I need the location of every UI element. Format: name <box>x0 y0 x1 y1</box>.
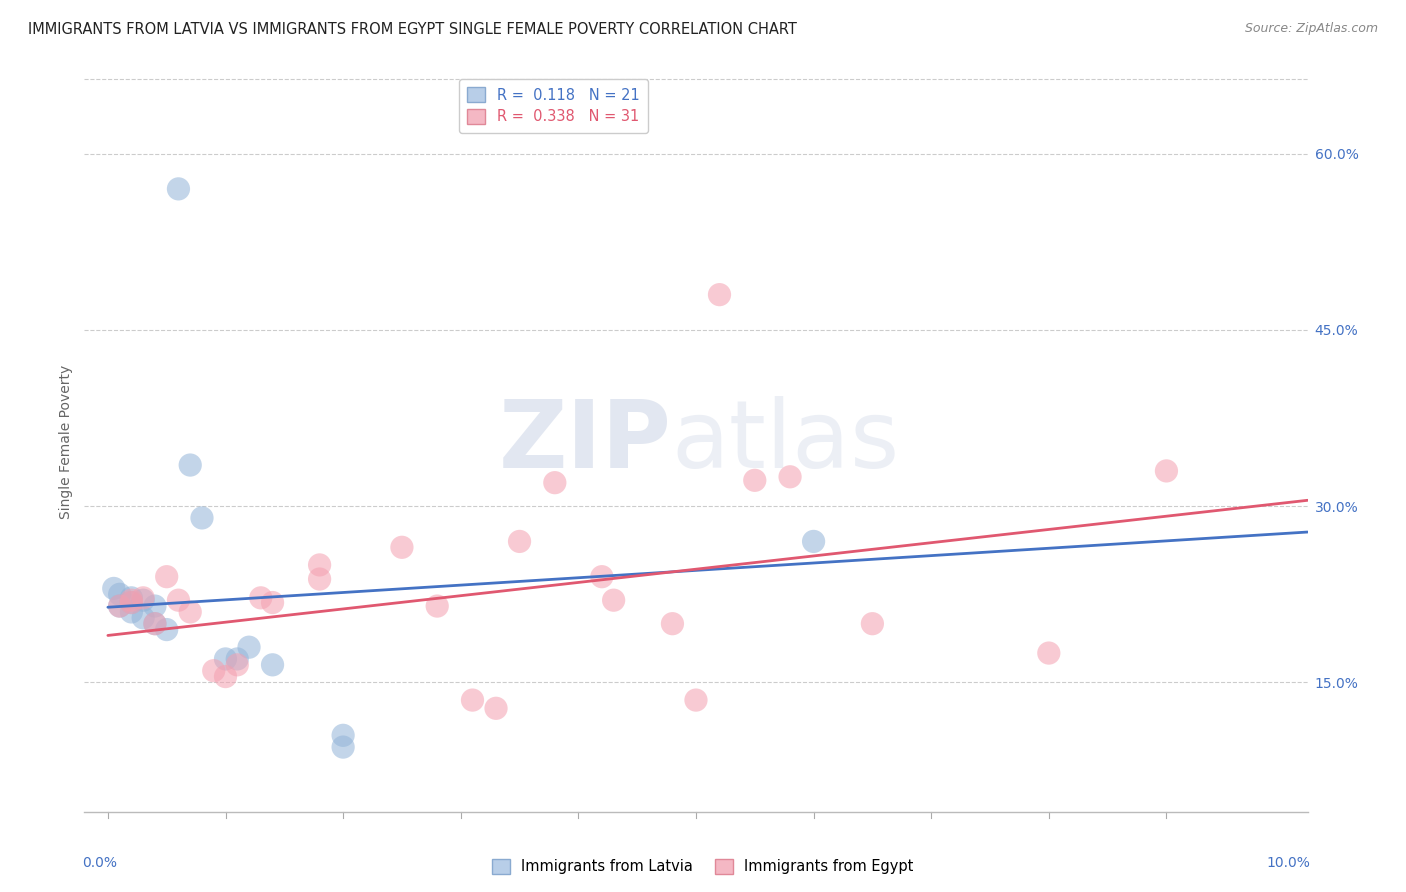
Point <box>120 591 142 605</box>
Point <box>779 470 801 484</box>
Point <box>308 558 330 572</box>
Point <box>167 182 190 196</box>
Point <box>509 534 531 549</box>
Point <box>685 693 707 707</box>
Text: 10.0%: 10.0% <box>1267 856 1310 870</box>
Point <box>132 593 155 607</box>
Point <box>238 640 260 655</box>
Point <box>143 599 166 613</box>
Point <box>249 591 271 605</box>
Point <box>179 605 201 619</box>
Point <box>179 458 201 472</box>
Point <box>120 593 142 607</box>
Point <box>262 657 284 672</box>
Point <box>1038 646 1060 660</box>
Point <box>120 595 142 609</box>
Point <box>602 593 624 607</box>
Text: atlas: atlas <box>672 395 900 488</box>
Point <box>156 570 179 584</box>
Text: IMMIGRANTS FROM LATVIA VS IMMIGRANTS FROM EGYPT SINGLE FEMALE POVERTY CORRELATIO: IMMIGRANTS FROM LATVIA VS IMMIGRANTS FRO… <box>28 22 797 37</box>
Point <box>132 611 155 625</box>
Point <box>1156 464 1178 478</box>
Point <box>191 511 214 525</box>
Point <box>143 616 166 631</box>
Point <box>156 623 179 637</box>
Point <box>202 664 225 678</box>
Point <box>661 616 683 631</box>
Point <box>120 595 142 609</box>
Legend: Immigrants from Latvia, Immigrants from Egypt: Immigrants from Latvia, Immigrants from … <box>486 853 920 880</box>
Point <box>214 669 236 683</box>
Point <box>860 616 883 631</box>
Point <box>803 534 825 549</box>
Text: Source: ZipAtlas.com: Source: ZipAtlas.com <box>1244 22 1378 36</box>
Point <box>103 582 125 596</box>
Point <box>108 599 131 613</box>
Point <box>591 570 613 584</box>
Point <box>461 693 484 707</box>
Point <box>332 728 354 742</box>
Point <box>167 593 190 607</box>
Point <box>744 473 766 487</box>
Point <box>485 701 508 715</box>
Point <box>143 616 166 631</box>
Point <box>120 605 142 619</box>
Point <box>544 475 567 490</box>
Point <box>391 541 413 555</box>
Text: 0.0%: 0.0% <box>82 856 117 870</box>
Point <box>332 740 354 755</box>
Point <box>308 572 330 586</box>
Y-axis label: Single Female Poverty: Single Female Poverty <box>59 365 73 518</box>
Point <box>214 652 236 666</box>
Point <box>426 599 449 613</box>
Point <box>108 587 131 601</box>
Point <box>262 595 284 609</box>
Point <box>709 287 731 301</box>
Point <box>132 591 155 605</box>
Legend: R =  0.118   N = 21, R =  0.338   N = 31: R = 0.118 N = 21, R = 0.338 N = 31 <box>458 78 648 133</box>
Point <box>226 652 249 666</box>
Point <box>108 599 131 613</box>
Point <box>226 657 249 672</box>
Text: ZIP: ZIP <box>499 395 672 488</box>
